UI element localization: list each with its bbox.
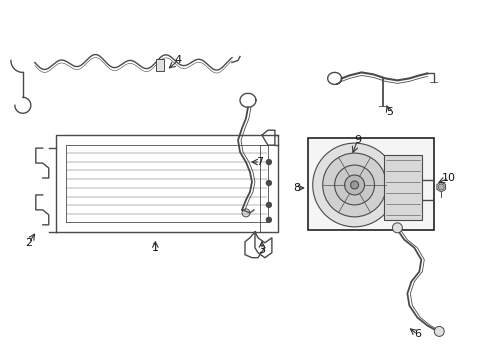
Text: 8: 8 xyxy=(293,183,300,193)
Circle shape xyxy=(433,327,443,336)
Bar xyxy=(307,138,433,230)
Text: 7: 7 xyxy=(256,157,263,167)
Circle shape xyxy=(350,181,358,189)
Circle shape xyxy=(344,175,364,195)
Circle shape xyxy=(266,159,271,165)
Circle shape xyxy=(392,223,402,233)
Text: 5: 5 xyxy=(385,107,392,117)
Bar xyxy=(156,59,164,71)
Circle shape xyxy=(322,153,386,217)
Circle shape xyxy=(242,209,249,217)
Circle shape xyxy=(334,165,374,205)
Text: 2: 2 xyxy=(25,238,32,248)
Text: 1: 1 xyxy=(152,243,159,253)
Circle shape xyxy=(266,180,271,185)
Circle shape xyxy=(266,217,271,222)
Text: 4: 4 xyxy=(174,55,182,66)
Text: 6: 6 xyxy=(413,329,420,339)
Circle shape xyxy=(312,143,396,227)
Bar xyxy=(384,155,422,220)
Text: 9: 9 xyxy=(353,135,360,145)
Circle shape xyxy=(266,202,271,207)
Text: 3: 3 xyxy=(258,245,265,255)
Text: 10: 10 xyxy=(441,173,455,183)
Circle shape xyxy=(437,184,443,190)
